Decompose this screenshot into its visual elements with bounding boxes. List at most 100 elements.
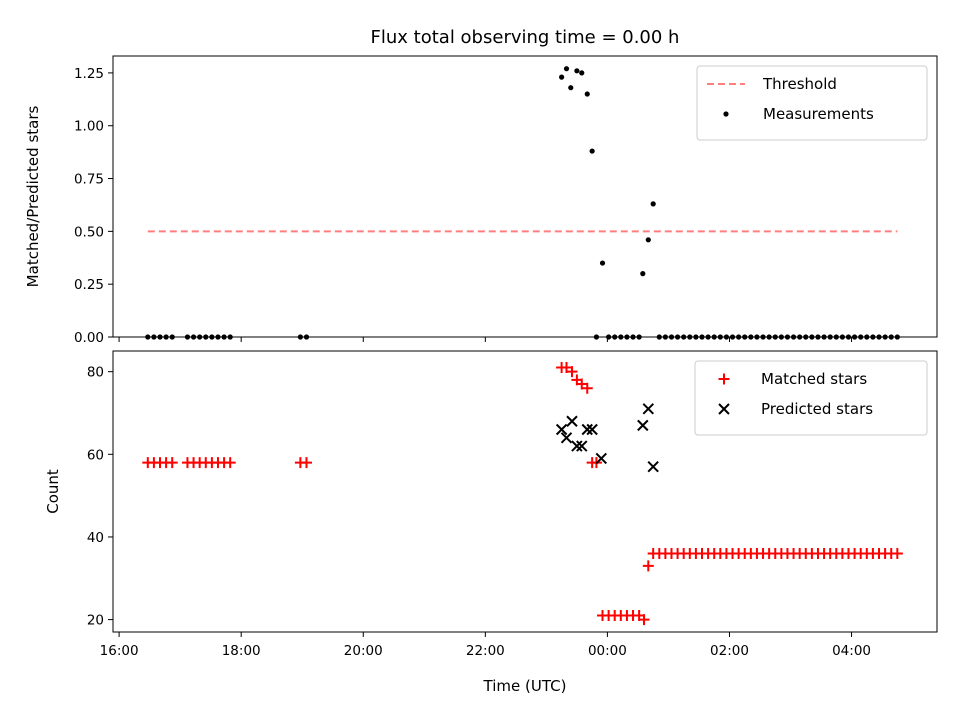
x-tick-label: 04:00	[832, 643, 871, 659]
data-point	[662, 334, 668, 340]
data-point	[163, 334, 169, 340]
x-tick-label: 16:00	[100, 643, 139, 659]
data-point	[606, 334, 612, 340]
data-point	[674, 334, 681, 340]
data-point	[815, 334, 821, 340]
y-tick-label: 1.25	[74, 66, 104, 82]
data-point	[864, 334, 870, 340]
data-point	[166, 457, 178, 469]
data-point	[729, 334, 736, 340]
data-point	[711, 334, 717, 340]
y-tick-label: 0.25	[74, 277, 104, 293]
data-point	[297, 334, 303, 340]
x-tick-label: 18:00	[222, 643, 261, 659]
plot-frame	[112, 350, 938, 633]
data-point	[754, 334, 760, 340]
y-tick-label: 40	[87, 530, 104, 546]
data-point	[882, 334, 888, 340]
series-measurements	[145, 66, 900, 340]
data-point	[563, 66, 570, 72]
legend-label: Measurements	[763, 105, 874, 123]
data-point	[839, 334, 845, 340]
y-tick-label: 1.00	[74, 119, 104, 135]
legend: Threshold Measurements	[696, 65, 928, 141]
data-point	[784, 334, 791, 340]
data-point	[559, 74, 565, 80]
x-tick-label: 02:00	[710, 643, 749, 659]
legend-box	[696, 65, 928, 141]
data-point	[197, 334, 203, 340]
data-point	[821, 334, 827, 340]
y-axis-label: Count	[44, 469, 62, 514]
data-point	[630, 334, 636, 340]
data-point	[760, 334, 766, 340]
data-point	[833, 334, 839, 340]
data-point	[303, 334, 310, 340]
data-point	[888, 334, 894, 340]
legend-label: Threshold	[762, 75, 837, 93]
data-point	[566, 415, 578, 427]
x-tick-label: 00:00	[588, 643, 627, 659]
data-point	[640, 271, 646, 277]
data-point	[184, 334, 191, 340]
legend-swatch	[723, 111, 729, 117]
data-point	[618, 334, 624, 340]
data-point	[151, 334, 157, 340]
legend: Matched stars Predicted stars	[694, 360, 928, 436]
data-point	[599, 260, 606, 266]
data-point	[555, 423, 568, 436]
data-point	[748, 334, 754, 340]
y-tick-label: 0.75	[74, 172, 104, 188]
y-tick-label: 80	[87, 365, 104, 381]
data-point	[693, 334, 699, 340]
data-point	[642, 560, 654, 572]
data-point	[705, 334, 711, 340]
data-point	[203, 334, 209, 340]
data-point	[215, 334, 221, 340]
data-point	[157, 334, 163, 340]
x-tick-label: 20:00	[344, 643, 383, 659]
data-point	[636, 334, 642, 340]
data-point	[589, 148, 595, 154]
data-point	[642, 403, 655, 415]
data-point	[190, 334, 197, 340]
data-point	[681, 334, 687, 340]
data-point	[858, 334, 864, 340]
data-point	[574, 68, 580, 74]
plot-frame	[112, 55, 938, 338]
data-point	[699, 334, 705, 340]
bottom-panel-counts: 20 40 60 80 16:00 18:00 20:00 22:00 00:00 02:00 04…	[44, 350, 938, 695]
data-point	[797, 334, 803, 340]
data-point	[827, 334, 833, 340]
data-point	[584, 91, 590, 97]
data-point	[790, 334, 797, 340]
data-point	[595, 452, 608, 465]
series-predicted-stars	[555, 403, 659, 473]
series-matched-stars	[142, 362, 903, 626]
data-point	[624, 334, 630, 340]
data-point	[612, 334, 618, 340]
legend-box	[694, 360, 928, 436]
data-point	[586, 423, 598, 436]
legend-swatch	[718, 403, 730, 415]
data-point	[566, 366, 578, 378]
legend-swatch	[718, 373, 730, 385]
data-point	[876, 334, 882, 340]
data-point	[894, 334, 900, 340]
data-point	[742, 334, 748, 340]
data-point	[845, 334, 852, 340]
data-point	[852, 334, 858, 340]
y-tick-label: 60	[87, 447, 104, 463]
data-point	[637, 419, 649, 432]
data-point	[766, 334, 772, 340]
data-point	[581, 382, 593, 394]
data-point	[638, 614, 650, 626]
data-point	[870, 334, 876, 340]
data-point	[145, 334, 151, 340]
legend-label: Predicted stars	[761, 400, 873, 418]
data-point	[772, 334, 778, 340]
y-tick-label: 0.50	[74, 224, 104, 240]
data-point	[723, 334, 730, 340]
data-point	[209, 334, 215, 340]
